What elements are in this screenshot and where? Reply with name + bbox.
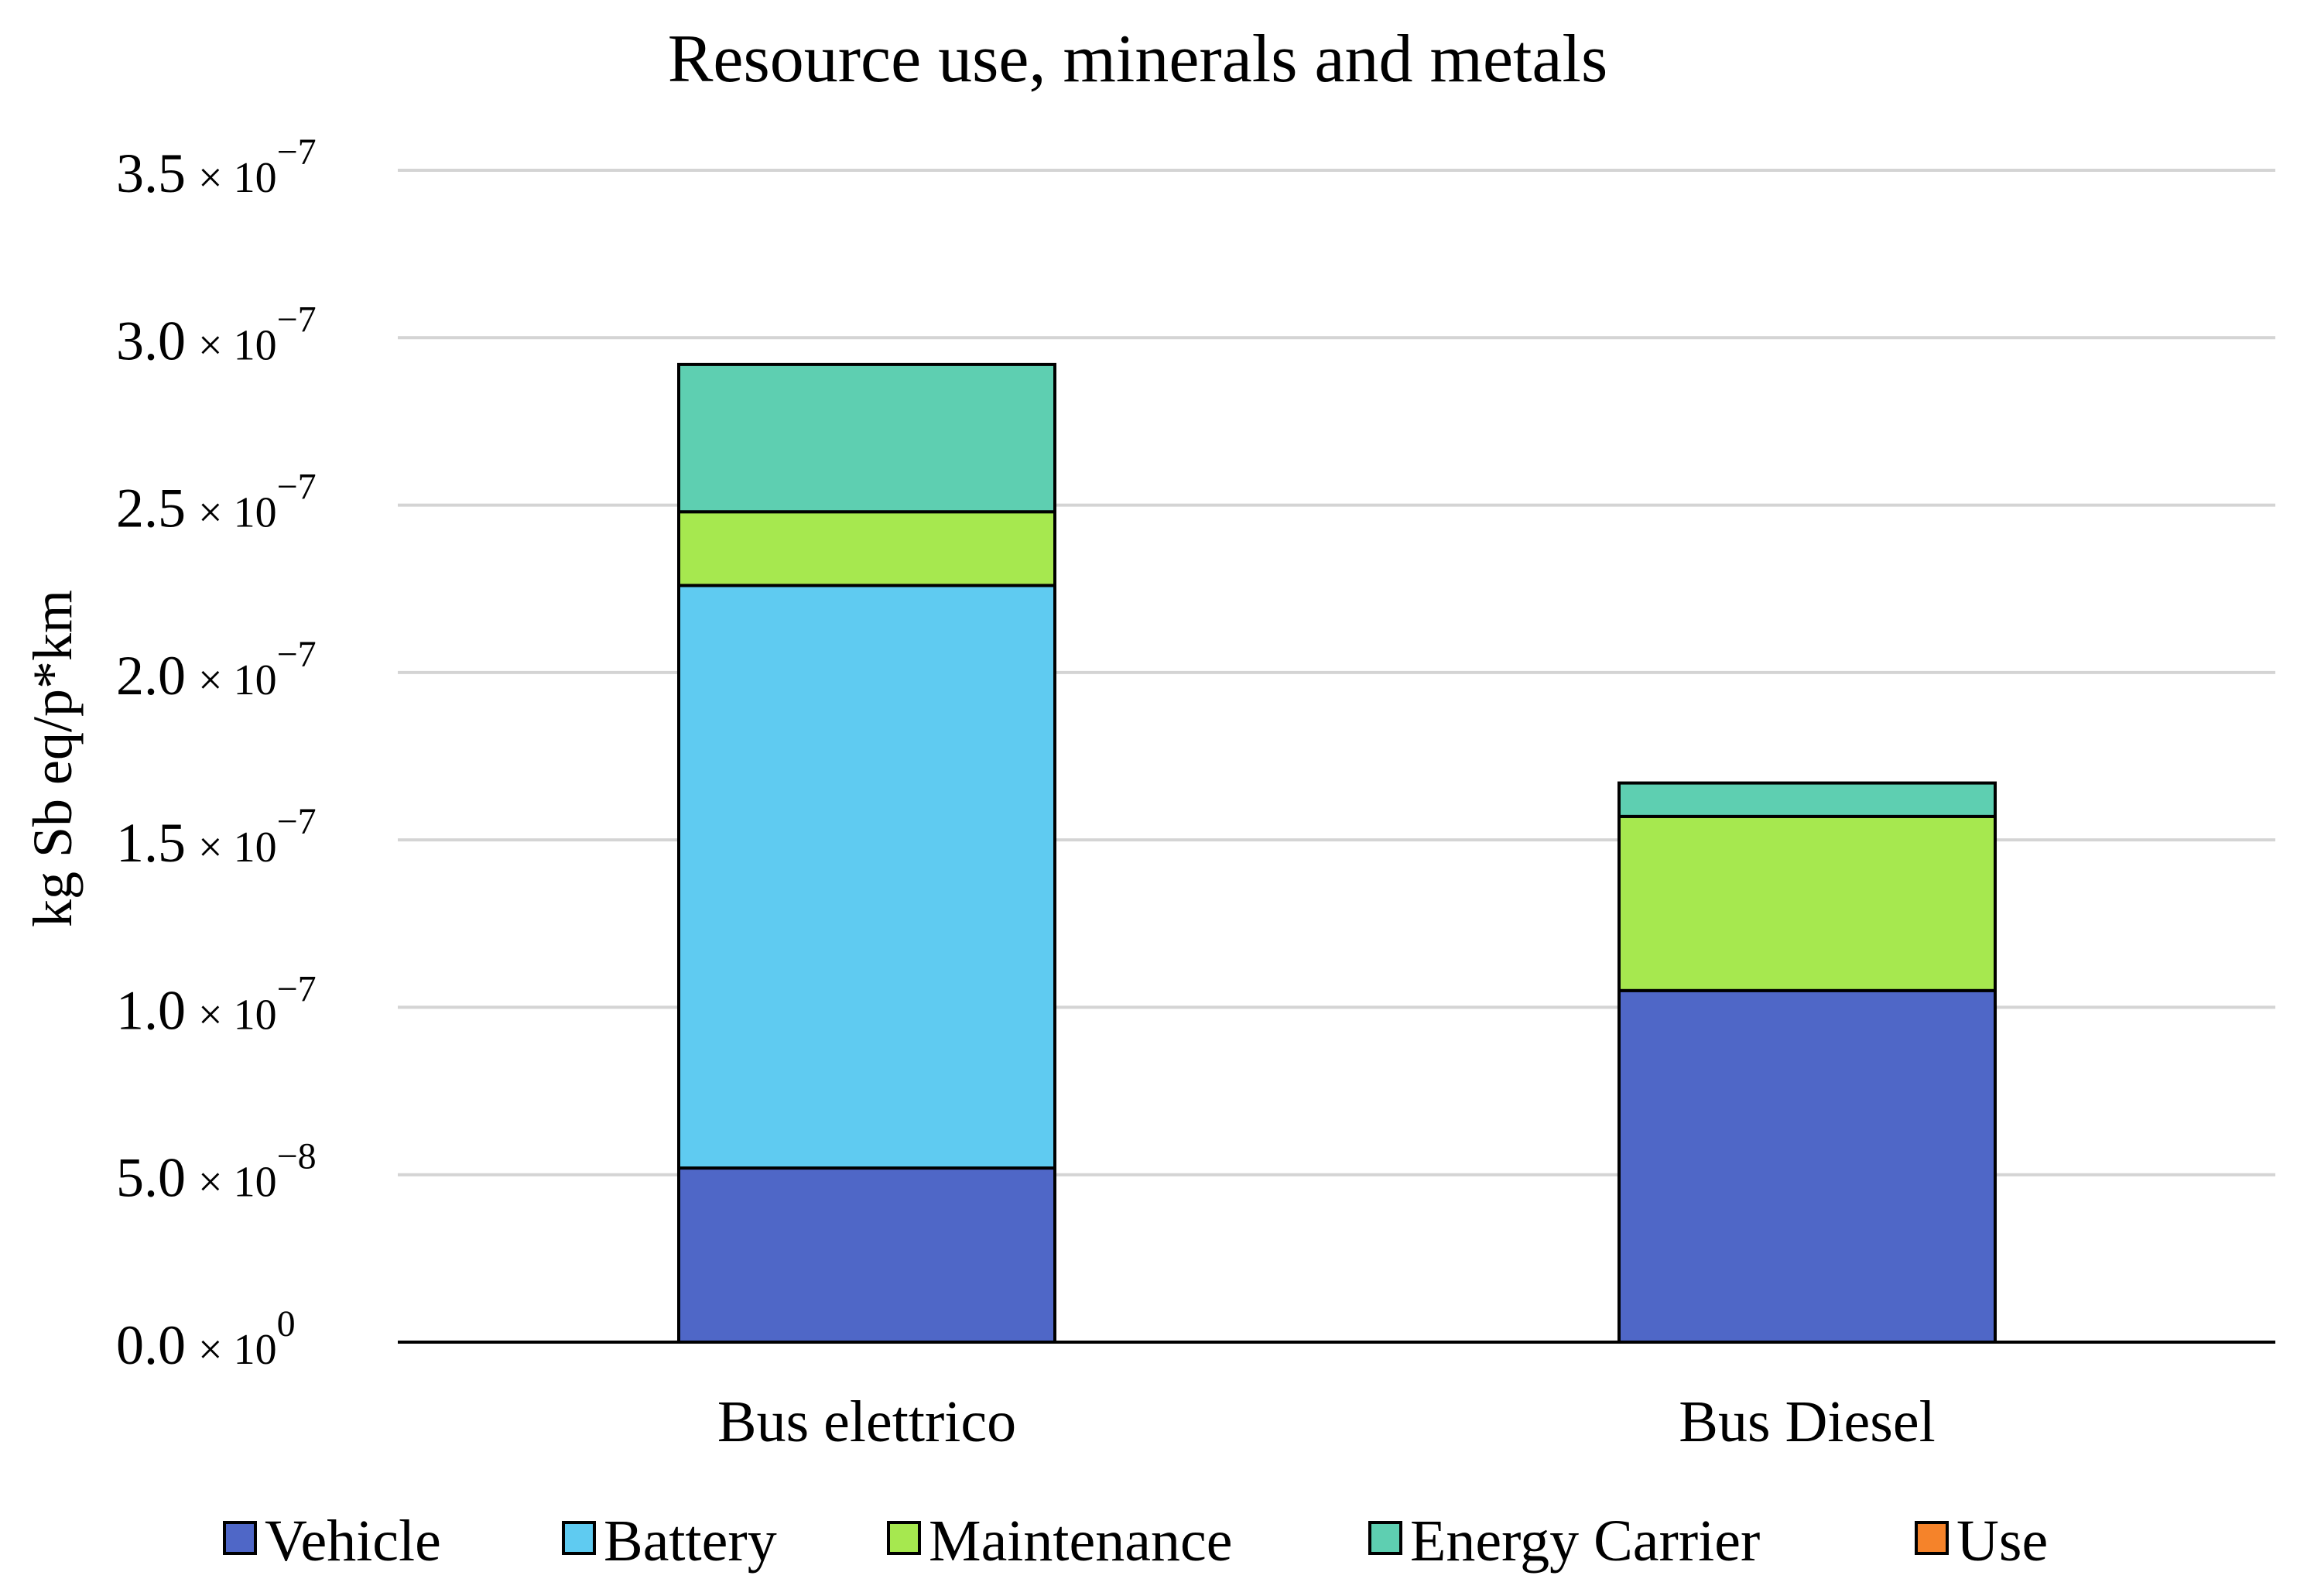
legend-label: Vehicle [265,1509,441,1574]
bar-segment-vehicle [1617,988,1997,1344]
bar-segment-maintenance [1617,814,1997,992]
y-tick-label: 2.0 × 10−7 [116,634,317,707]
bar-segment-energy-carrier [1617,781,1997,818]
legend-label: Maintenance [929,1509,1232,1574]
y-tick-label: 1.5 × 10−7 [116,801,317,874]
y-tick-label: 3.0 × 10−7 [116,299,317,372]
legend-label: Battery [604,1509,777,1574]
chart-title: Resource use, minerals and metals [668,22,1608,97]
y-tick-label: 3.5 × 10−7 [116,132,317,204]
y-axis-label: kg Sb eq/p*km [22,590,84,927]
y-tick-label: 2.5 × 10−7 [116,467,317,539]
legend-label: Use [1956,1509,2048,1574]
legend-swatch [1915,1521,1949,1555]
legend: Vehicle Battery Maintenance Energy Carrier U… [223,1509,2048,1574]
legend-swatch [1368,1521,1402,1555]
x-tick-label: Bus elettrico [717,1389,1016,1454]
bar-segment-energy-carrier [677,362,1056,514]
bar-segment-maintenance [677,510,1056,587]
x-tick-label: Bus Diesel [1679,1389,1935,1454]
y-tick-label: 0.0 × 100 [116,1303,296,1376]
bar-segment-battery [677,584,1056,1170]
legend-swatch [887,1521,921,1555]
x-axis-ticks: Bus elettrico Bus Diesel [717,1389,1936,1454]
legend-swatch [223,1521,257,1555]
legend-swatch [562,1521,596,1555]
bar-segment-vehicle [677,1166,1056,1344]
y-tick-label: 5.0 × 10−8 [116,1136,317,1209]
y-tick-label: 1.0 × 10−7 [116,968,317,1041]
legend-label: Energy Carrier [1410,1509,1760,1574]
bars [677,362,1997,1344]
y-axis-ticks: 0.0 × 100 5.0 × 10−8 1.0 × 10−7 1.5 × 10−7 2.0 × … [116,132,317,1376]
